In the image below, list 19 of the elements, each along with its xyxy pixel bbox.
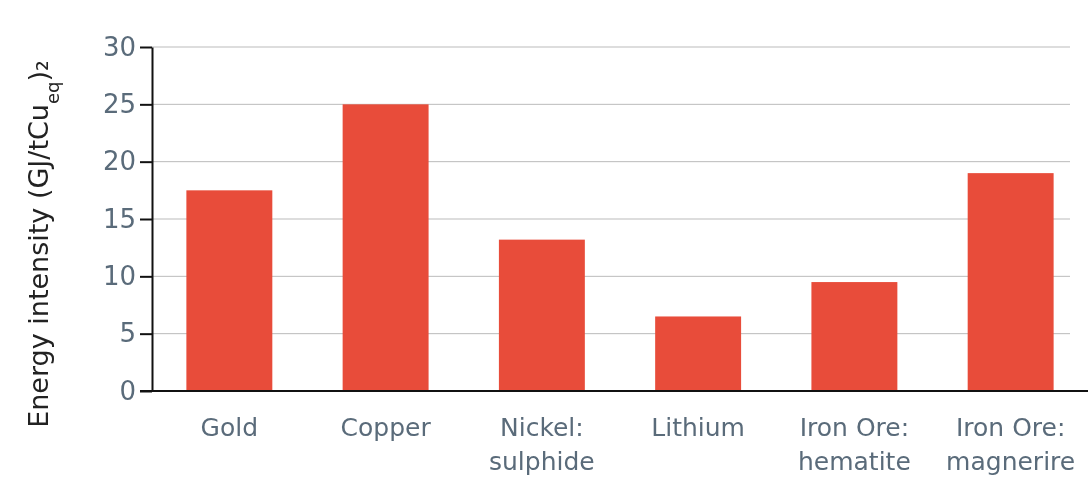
- y-tick-label: 15: [102, 203, 136, 234]
- x-tick-label: Lithium: [651, 413, 745, 442]
- x-tick-label: Gold: [200, 413, 259, 442]
- bar: [186, 190, 273, 391]
- bar: [342, 104, 429, 391]
- y-tick-label: 5: [119, 318, 136, 349]
- bar: [967, 173, 1054, 391]
- bar: [498, 239, 585, 391]
- y-tick-label: 10: [102, 261, 136, 292]
- y-tick-label: 20: [102, 146, 136, 177]
- x-tick-label: Copper: [340, 413, 432, 442]
- bar: [655, 316, 742, 391]
- y-tick-label: 25: [102, 89, 136, 120]
- x-tick-label: Nickel: sulphide: [489, 413, 595, 476]
- y-tick-label: 0: [119, 375, 136, 406]
- x-tick-label: Iron Ore: magnerire: [946, 413, 1076, 476]
- bar: [811, 282, 898, 391]
- x-tick-label: Iron Ore: hematite: [797, 413, 911, 476]
- y-tick-label: 30: [102, 31, 136, 62]
